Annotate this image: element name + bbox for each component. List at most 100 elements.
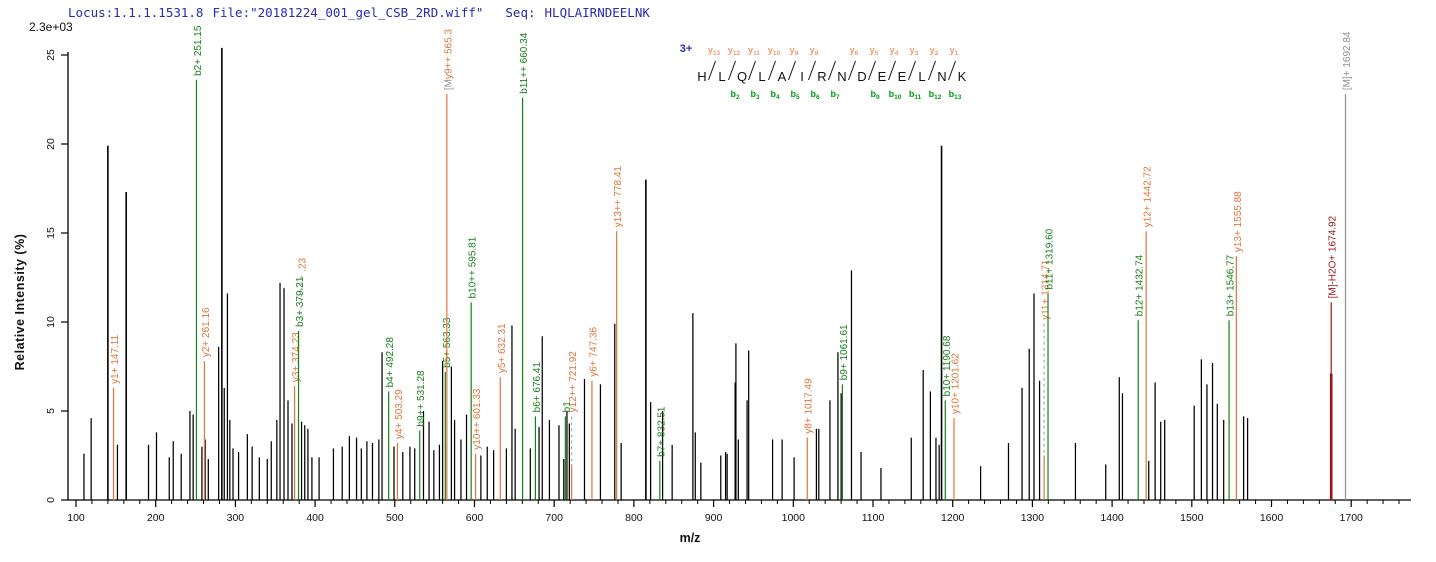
annotation-b2: b2 [730,89,740,101]
ion-label-b10-1190-68: b10+ 1190.68 [942,335,953,396]
annotation-y3: y3 [910,45,919,57]
cleavage-slash [708,60,716,81]
x-axis-title: m/z [679,531,701,545]
x-tick-label: 900 [705,512,723,524]
ion-label-b6-676-41: b6+ 676.41 [532,362,543,413]
cleavage-slash [928,60,936,81]
ion-label--23: .23 [298,257,309,271]
cleavage-slash [788,60,796,81]
ion-label-b1: b1 [562,401,573,413]
residue-2-L: L [718,69,725,84]
cleavage-slash [808,60,816,81]
sequence-value: HLQLAIRNDEELNK [544,5,650,20]
annotation-b11: b11 [909,89,922,101]
residue-8-N: N [837,69,846,84]
annotation-y8: y8 [810,45,819,57]
y-tick-label: 15 [45,227,57,239]
annotation-y11: y11 [748,45,760,57]
x-tick-label: 200 [147,512,165,524]
residue-6-I: I [800,69,804,84]
residue-14-K: K [958,69,967,84]
max-intensity-label: 2.3e+03 [29,20,73,34]
precursor-charge-label: 3+ [680,43,693,55]
ion-label-y12-721-92: y12++ 721.92 [568,351,579,413]
ion-label-y6-747-36: y6+ 747.36 [588,327,599,377]
x-tick-label: 1600 [1260,512,1284,524]
ion-label-b7-832-51: b7+ 832.51 [656,406,667,457]
cleavage-slash [848,60,856,81]
ion-label-b9-531-28: b9++ 531.28 [416,370,427,427]
ion-label--m-1692-84: [M]+ 1692.84 [1342,31,1353,90]
annotation-b10: b10 [889,89,902,101]
annotation-y4: y4 [890,45,899,57]
annotation-y2: y2 [930,45,939,57]
x-tick-label: 1700 [1340,512,1364,524]
cleavage-slash [728,60,736,81]
ion-label-b11-1319-60: b11+ 1319.60 [1045,228,1056,289]
ion-label-y13-1555-88: y13+ 1555.88 [1233,191,1244,252]
cleavage-slash [908,60,916,81]
annotation-y6: y6 [850,45,859,57]
annotation-b7: b7 [830,89,840,101]
ion-label-y4-503-29: y4+ 503.29 [394,389,405,439]
seq-label: Seq: [505,5,536,20]
x-tick-label: 1300 [1021,512,1045,524]
annotation-b9: b9 [870,89,880,101]
residue-11-E: E [898,69,907,84]
residue-7-R: R [817,69,826,84]
x-tick-label: 1400 [1100,512,1124,524]
ion-label-b13-1546-77: b13+ 1546.77 [1226,254,1237,316]
annotation-y1: y1 [950,45,959,57]
ion-label-y5-632-31: y5+ 632.31 [497,323,508,373]
residue-10-E: E [878,69,887,84]
residue-9-D: D [857,69,866,84]
ion-label-b12-1432-74: b12+ 1432.74 [1135,254,1146,316]
ion-label-y10-601-33: y10++ 601.33 [472,388,483,450]
ion-label--m-h2o-1674-92: [M]-H2O+ 1674.92 [1328,215,1339,298]
residue-3-Q: Q [737,69,747,84]
residue-13-N: N [937,69,946,84]
annotation-y13: y13 [708,45,721,57]
ion-label-b4-492-28: b4+ 492.28 [385,337,396,388]
x-tick-label: 1000 [782,512,806,524]
ion-label-b3-379-21: b3+ 379.21 [295,276,306,327]
residue-4-L: L [758,69,765,84]
annotation-y10: y10 [768,45,781,57]
x-tick-label: 100 [67,512,85,524]
y-tick-label: 0 [45,497,57,503]
ion-label-b2-251-15: b2+ 251.15 [193,25,204,76]
y-tick-label: 10 [45,316,57,328]
ion-label-b9-1061-61: b9+ 1061.61 [839,324,850,380]
x-tick-label: 700 [545,512,563,524]
x-tick-label: 1500 [1180,512,1204,524]
x-tick-label: 500 [386,512,404,524]
cleavage-slash [768,60,776,81]
ion-label--my9-565-3: [My9++ 565.3 [443,29,454,91]
x-tick-label: 800 [625,512,643,524]
ion-label-y1-147-11: y1+ 147.11 [110,334,121,383]
residue-12-L: L [918,69,925,84]
ion-label-y10-1201-62: y10+ 1201.62 [950,353,961,414]
file-label: File:"20181224_001_gel_CSB_2RD.wiff" [212,5,484,20]
ion-label-y3-374-23: y3+ 374.23 [291,332,302,382]
annotation-b5: b5 [790,89,800,101]
annotation-b3: b3 [750,89,760,101]
cleavage-slash [828,60,836,81]
cleavage-slash [948,60,956,81]
x-tick-label: 600 [466,512,484,524]
annotation-b6: b6 [810,89,820,101]
cleavage-slash [888,60,896,81]
locus-label: Locus:1.1.1.1531.8 [68,5,204,20]
ion-label-y2-261-16: y2+ 261.16 [201,307,212,357]
annotation-y5: y5 [870,45,879,57]
ion-label-b10-595-81: b10++ 595.81 [468,236,479,298]
ion-label-y13-778-41: y13++ 778.41 [613,166,624,228]
x-tick-label: 400 [306,512,324,524]
annotation-y9: y9 [790,45,799,57]
x-tick-label: 1200 [941,512,965,524]
cleavage-slash [868,60,876,81]
ion-label-y8-1017-49: y8+ 1017.49 [804,378,815,434]
